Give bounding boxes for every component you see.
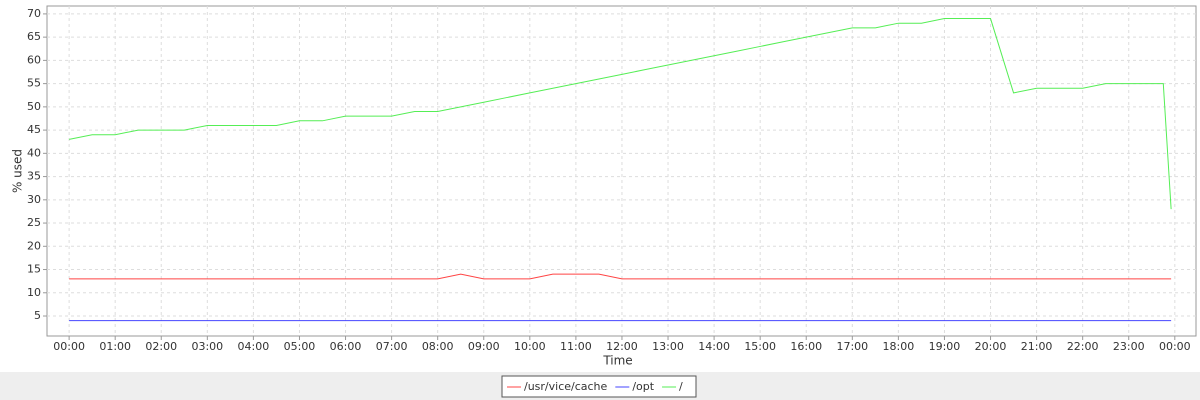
x-tick-label: 03:00 [191, 340, 223, 353]
y-tick-label: 10 [27, 286, 41, 299]
series-line [69, 273, 1172, 280]
x-tick-label: 00:00 [53, 340, 85, 353]
y-tick-label: 65 [27, 30, 41, 43]
x-tick-label: 05:00 [284, 340, 316, 353]
x-tick-label: 19:00 [929, 340, 961, 353]
y-tick-label: 55 [27, 77, 41, 90]
x-tick-label: 21:00 [1021, 340, 1053, 353]
y-tick-label: 35 [27, 170, 41, 183]
x-tick-label: 17:00 [836, 340, 868, 353]
series-line [69, 18, 1172, 210]
x-tick-label: 01:00 [99, 340, 131, 353]
legend-label: / [679, 380, 683, 393]
x-tick-label: 13:00 [652, 340, 684, 353]
x-tick-label: 07:00 [376, 340, 408, 353]
x-tick-label: 18:00 [883, 340, 915, 353]
x-tick-label: 15:00 [744, 340, 776, 353]
y-tick-label: 40 [27, 146, 41, 159]
legend-label: /opt [632, 380, 654, 393]
y-tick-label: 50 [27, 100, 41, 113]
y-tick-label: 20 [27, 239, 41, 252]
x-tick-label: 16:00 [790, 340, 822, 353]
x-tick-label: 23:00 [1113, 340, 1145, 353]
y-tick-label: 25 [27, 216, 41, 229]
x-tick-label: 09:00 [468, 340, 500, 353]
x-tick-label: 08:00 [422, 340, 454, 353]
y-axis-label: % used [11, 149, 25, 193]
x-tick-label: 10:00 [514, 340, 546, 353]
y-tick-label: 45 [27, 123, 41, 136]
y-tick-label: 70 [27, 7, 41, 20]
y-tick-label: 5 [34, 309, 41, 322]
x-tick-label: 04:00 [238, 340, 270, 353]
legend [501, 375, 697, 398]
x-tick-label: 00:00 [1159, 340, 1191, 353]
x-tick-label: 14:00 [698, 340, 730, 353]
x-tick-label: 02:00 [145, 340, 177, 353]
x-tick-label: 22:00 [1067, 340, 1099, 353]
legend-label: /usr/vice/cache [524, 380, 608, 393]
x-tick-label: 20:00 [975, 340, 1007, 353]
x-tick-label: 11:00 [560, 340, 592, 353]
x-tick-label: 06:00 [330, 340, 362, 353]
x-axis-label: Time [602, 354, 632, 368]
y-tick-label: 60 [27, 53, 41, 66]
y-tick-label: 15 [27, 263, 41, 276]
y-tick-label: 30 [27, 193, 41, 206]
x-tick-label: 12:00 [606, 340, 638, 353]
